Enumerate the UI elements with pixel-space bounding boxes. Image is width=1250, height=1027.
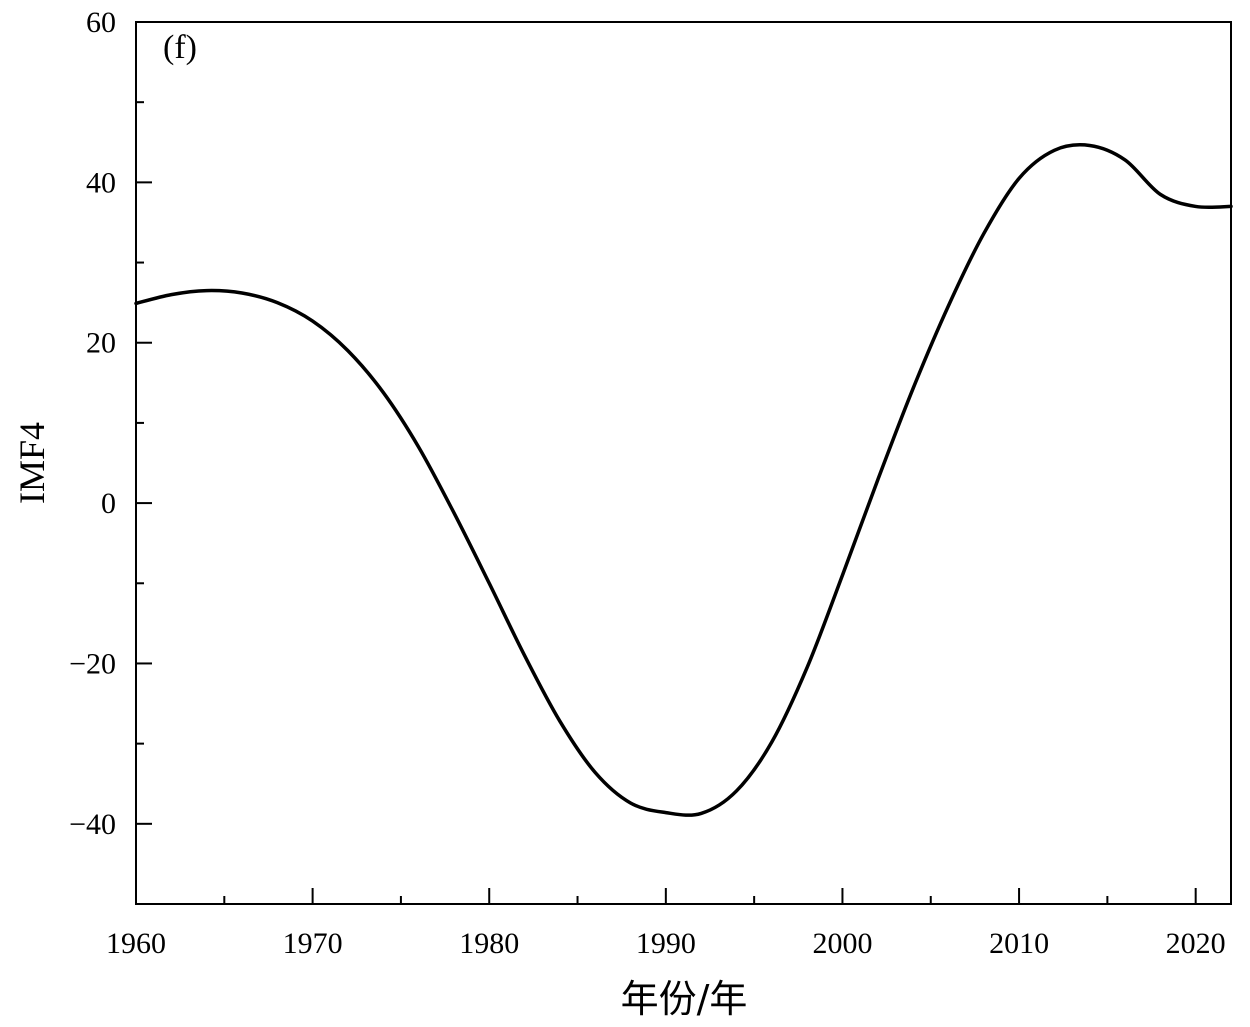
y-tick-label: 60 (86, 6, 116, 39)
x-tick-label: 1990 (636, 927, 696, 960)
x-tick-label: 2020 (1166, 927, 1226, 960)
x-tick-label: 1980 (459, 927, 519, 960)
panel-annotation: (f) (163, 29, 197, 66)
y-tick-label: 40 (86, 166, 116, 199)
plot-area: 1960 1970 1980 1990 2000 2010 2020 −40 −20 0 20 40 6… (69, 6, 1233, 960)
x-tick-label: 2000 (812, 927, 872, 960)
imf4-series-line (134, 143, 1233, 817)
plot-frame (135, 21, 1232, 905)
y-tick-label: 0 (101, 487, 116, 520)
y-tick-label: −40 (69, 808, 116, 841)
x-tick-label: 1960 (106, 927, 166, 960)
y-tick-label: 20 (86, 327, 116, 360)
x-tick-label: 1970 (283, 927, 343, 960)
y-tick-label: −20 (69, 647, 116, 680)
y-axis-title: IMF4 (12, 422, 52, 504)
x-axis-title: 年份/年 (621, 977, 748, 1021)
x-tick-label: 2010 (989, 927, 1049, 960)
